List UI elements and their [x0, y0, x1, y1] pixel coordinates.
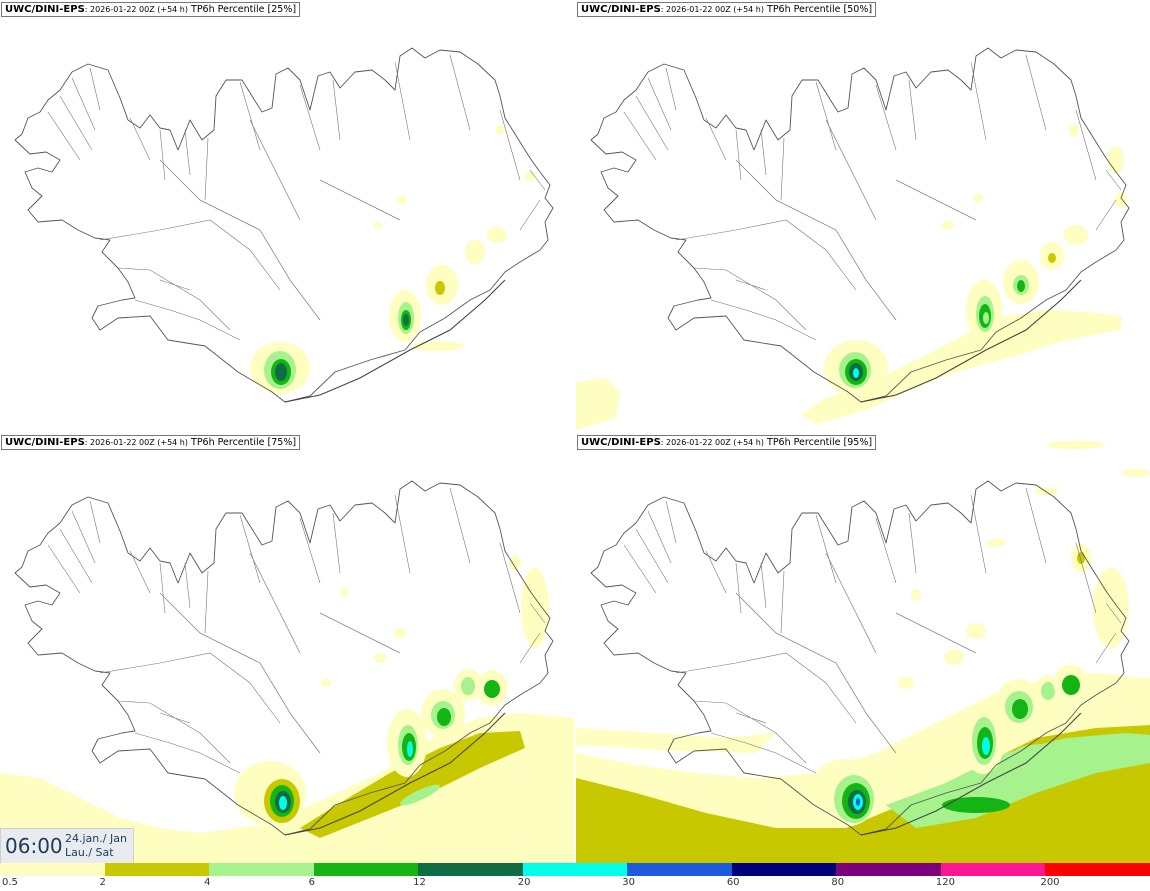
panel-title: UWC/DINI-EPS: 2026-01-22 00Z (+54 h) TP6…: [577, 2, 877, 17]
panel-title: UWC/DINI-EPS: 2026-01-22 00Z (+54 h) TP6…: [1, 2, 301, 17]
valid-day: Lau./ Sat: [65, 846, 114, 859]
legend-swatch: [418, 863, 523, 876]
map-panel-75: UWC/DINI-EPS: 2026-01-22 00Z (+54 h) TP6…: [0, 433, 574, 863]
legend-tick-label: 60: [726, 877, 740, 888]
map-panel-25: UWC/DINI-EPS: 2026-01-22 00Z (+54 h) TP6…: [0, 0, 574, 430]
legend-swatch: [209, 863, 314, 876]
legend-tick-label: 4: [204, 877, 211, 888]
legend-tick-label: 20: [517, 877, 531, 888]
precip-map: [14, 47, 554, 403]
legend-swatch: [731, 863, 837, 876]
precip-shading: [576, 124, 1127, 430]
precip-map: [576, 441, 1150, 863]
legend-swatch: [104, 863, 210, 876]
run-time: : 2026-01-22 00Z (+54 h): [660, 438, 764, 447]
field-name: TP6h Percentile [25%]: [191, 4, 297, 15]
legend-tick-label: 12: [413, 877, 426, 888]
map-panel-50: UWC/DINI-EPS: 2026-01-22 00Z (+54 h) TP6…: [576, 0, 1150, 430]
legend-swatch: [627, 863, 732, 876]
run-time: : 2026-01-22 00Z (+54 h): [84, 438, 188, 447]
legend-swatch: [836, 863, 941, 876]
run-time: : 2026-01-22 00Z (+54 h): [660, 5, 764, 14]
precip-shading: [0, 555, 574, 863]
run-time: : 2026-01-22 00Z (+54 h): [84, 5, 188, 14]
panel-title: UWC/DINI-EPS: 2026-01-22 00Z (+54 h) TP6…: [577, 435, 877, 450]
legend-swatch: [1045, 863, 1150, 876]
legend-swatch: [522, 863, 628, 876]
legend-tick-label: 80: [831, 877, 845, 888]
legend-tick-label: 200: [1040, 877, 1060, 888]
valid-date: 24.jan./ Jan: [65, 832, 127, 845]
precip-shading: [250, 125, 535, 394]
panel-divider: [574, 0, 576, 863]
valid-time-box: 06:00 24.jan./ Jan Lau./ Sat: [0, 828, 134, 864]
model-name: UWC/DINI-EPS: [581, 4, 661, 15]
map-panel-95: UWC/DINI-EPS: 2026-01-22 00Z (+54 h) TP6…: [576, 433, 1150, 863]
legend-colorbar: [0, 863, 1150, 876]
model-name: UWC/DINI-EPS: [581, 437, 661, 448]
model-name: UWC/DINI-EPS: [5, 437, 85, 448]
precip-map: [576, 47, 1130, 430]
legend-tick-label: 6: [308, 877, 315, 888]
field-name: TP6h Percentile [50%]: [767, 4, 873, 15]
field-name: TP6h Percentile [95%]: [767, 437, 873, 448]
legend-tick-label: 120: [935, 877, 955, 888]
precip-shading: [576, 441, 1150, 863]
field-name: TP6h Percentile [75%]: [191, 437, 297, 448]
legend-swatch: [313, 863, 419, 876]
legend-tick-label: 0.5: [2, 877, 18, 888]
legend-tick-label: 2: [99, 877, 106, 888]
legend-swatch: [0, 863, 105, 876]
model-name: UWC/DINI-EPS: [5, 4, 85, 15]
precip-map: [0, 480, 574, 863]
legend-tick-label: 30: [622, 877, 635, 888]
legend-ticks: 0.5 2 4 6 12 20 30 60 80 120 200: [0, 876, 1150, 891]
panel-title: UWC/DINI-EPS: 2026-01-22 00Z (+54 h) TP6…: [1, 435, 301, 450]
legend-swatch: [940, 863, 1046, 876]
valid-time: 06:00: [5, 834, 63, 858]
